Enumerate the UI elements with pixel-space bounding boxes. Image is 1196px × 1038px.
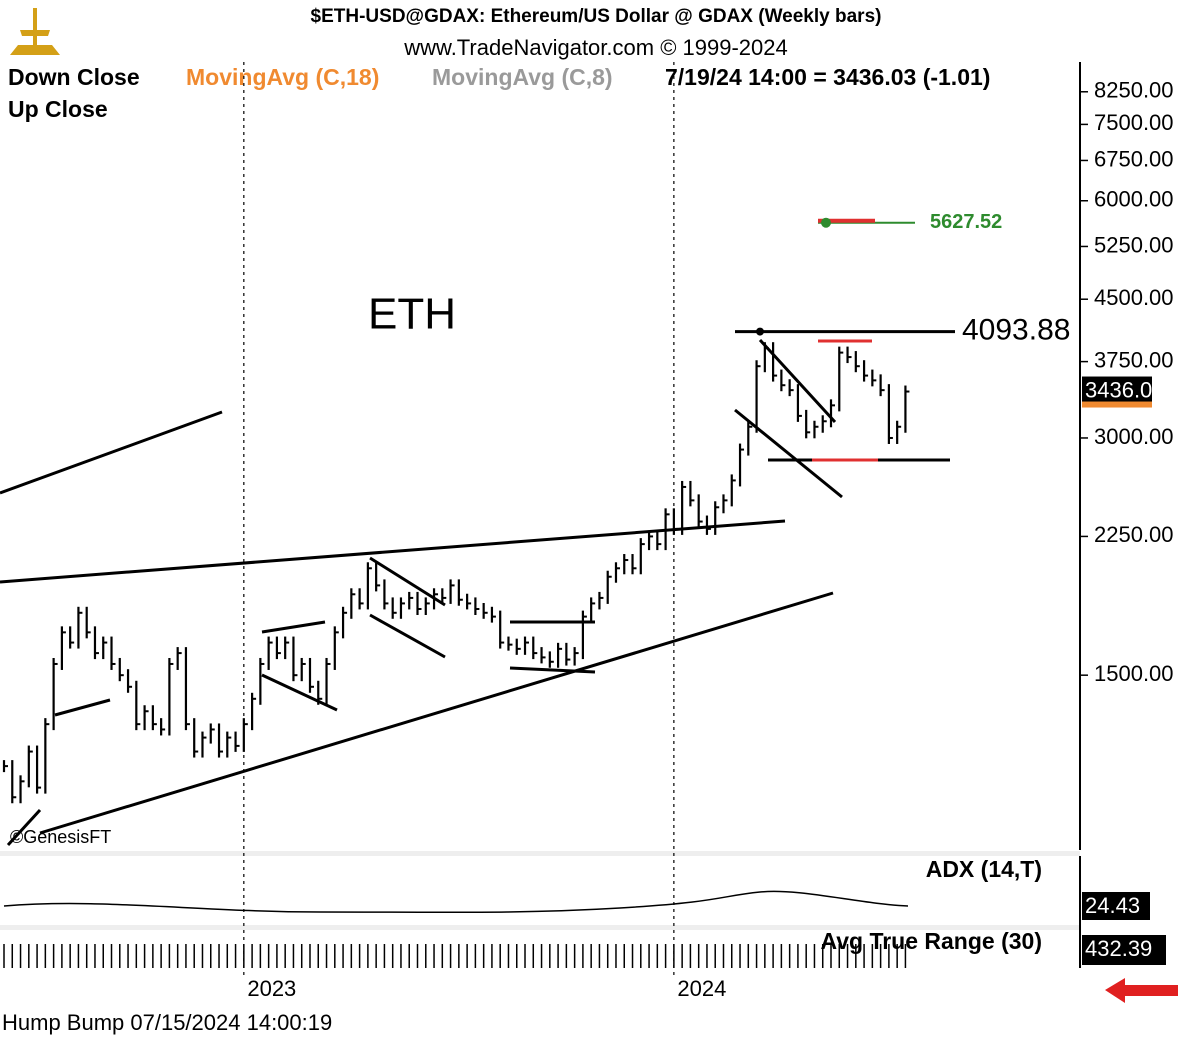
trendlines xyxy=(0,338,950,847)
level-label: 4093.88 xyxy=(962,314,1070,347)
symbol-label: ETH xyxy=(368,290,456,339)
adx-line xyxy=(3,890,909,914)
arrow-icon xyxy=(1105,978,1178,1003)
level-label: 5627.52 xyxy=(930,211,1002,233)
level-dot xyxy=(756,327,764,336)
adx-value: 24.43 xyxy=(1085,893,1140,918)
y-tick-label: 8250.00 xyxy=(1094,78,1174,103)
atr-label: Avg True Range (30) xyxy=(820,928,1042,954)
legend-down: Down Close xyxy=(8,64,140,90)
x-tick-label: 2023 xyxy=(247,976,296,1001)
x-tick-label: 2024 xyxy=(677,976,726,1001)
y-tick-label: 1500.00 xyxy=(1094,661,1174,686)
adx-value-box xyxy=(1082,892,1150,920)
panel-divider xyxy=(0,851,1080,856)
copyright: ©GenesisFT xyxy=(10,827,111,847)
y-tick-label: 7500.00 xyxy=(1094,110,1174,135)
plot xyxy=(2,342,910,804)
panel-divider xyxy=(0,925,1080,930)
y-tick-label: 3000.00 xyxy=(1094,424,1174,449)
ma-price-mark xyxy=(1082,401,1152,408)
y-tick-label: 4500.00 xyxy=(1094,285,1174,310)
atr-value: 432.39 xyxy=(1085,936,1152,961)
chart-subtitle: www.TradeNavigator.com © 1999-2024 xyxy=(403,35,787,60)
y-tick-label: 5250.00 xyxy=(1094,232,1174,257)
level-marks xyxy=(812,339,878,462)
chart-title: $ETH-USD@GDAX: Ethereum/US Dollar @ GDAX… xyxy=(311,6,882,27)
atr-value-box xyxy=(1082,935,1166,965)
y-tick-label: 2250.00 xyxy=(1094,522,1174,547)
y-tick-label: 3750.00 xyxy=(1094,347,1174,372)
logo xyxy=(10,8,60,55)
legend-up: Up Close xyxy=(8,96,108,122)
footer: Hump Bump 07/15/2024 14:00:19 xyxy=(2,1010,332,1035)
legend-ma18: MovingAvg (C,18) xyxy=(186,64,379,90)
y-tick-label: 6750.00 xyxy=(1094,146,1174,171)
level-dot xyxy=(821,217,831,228)
adx-label: ADX (14,T) xyxy=(926,856,1042,882)
y-tick-label: 6000.00 xyxy=(1094,187,1174,212)
quote: 7/19/24 14:00 = 3436.03 (-1.01) xyxy=(665,64,990,90)
atr-bars xyxy=(3,944,907,968)
last-price-label: 3436.03 xyxy=(1085,377,1165,402)
legend-ma8: MovingAvg (C,8) xyxy=(432,64,613,90)
